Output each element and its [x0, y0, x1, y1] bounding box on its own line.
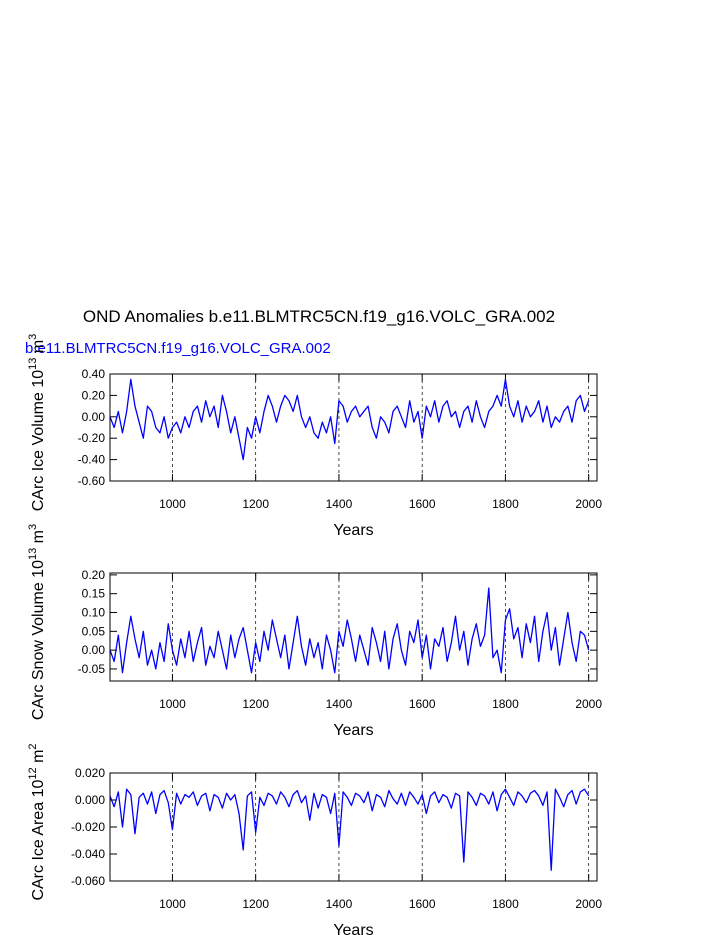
y-axis-label: CArc Ice Area 1012 m2 [27, 743, 47, 900]
chart-subtitle: b.e11.BLMTRC5CN.f19_g16.VOLC_GRA.002 [25, 340, 331, 357]
y-axis-label-text: CArc Ice Area 10 [30, 780, 47, 901]
x-tick-label: 1200 [242, 697, 269, 711]
y-axis-label-text: CArc Ice Volume 10 [30, 370, 47, 512]
y-tick-label: -0.020 [71, 820, 105, 834]
x-tick-label: 1000 [159, 697, 186, 711]
y-axis-label-exponent: 3 [27, 524, 39, 530]
y-tick-label: -0.60 [78, 474, 106, 488]
y-axis-label-text: m [30, 750, 47, 768]
x-tick-label: 1000 [159, 497, 186, 511]
y-axis-label-exponent: 13 [27, 358, 39, 370]
y-axis-label-text: m [30, 340, 47, 358]
x-tick-label: 1200 [242, 897, 269, 911]
x-tick-label: 1600 [409, 697, 436, 711]
x-tick-label: 1800 [492, 697, 519, 711]
y-axis-label: CArc Ice Volume 1013 m3 [27, 334, 47, 512]
y-tick-label: -0.040 [71, 847, 105, 861]
x-axis-label: Years [333, 522, 373, 539]
y-axis-label-exponent: 13 [27, 548, 39, 560]
y-tick-label: 0.000 [75, 793, 105, 807]
y-tick-label: 0.00 [82, 643, 106, 657]
y-tick-label: 0.10 [82, 606, 106, 620]
y-tick-label: 0.020 [75, 766, 105, 780]
y-axis-label-text: m [30, 530, 47, 548]
x-tick-label: 1400 [326, 897, 353, 911]
x-tick-label: 1800 [492, 497, 519, 511]
y-axis-label-exponent: 3 [27, 334, 39, 340]
data-line [109, 788, 590, 871]
x-tick-label: 1400 [326, 697, 353, 711]
y-axis-label-text: CArc Snow Volume 10 [30, 560, 47, 720]
y-tick-label: 0.00 [82, 410, 106, 424]
plot-frame [109, 373, 598, 482]
y-axis-label: CArc Snow Volume 1013 m3 [27, 524, 47, 720]
x-axis-label: Years [333, 922, 373, 935]
y-tick-label: 0.20 [82, 388, 106, 402]
y-tick-label: -0.20 [78, 431, 106, 445]
chart-title: OND Anomalies b.e11.BLMTRC5CN.f19_g16.VO… [83, 307, 555, 326]
y-tick-label: 0.15 [82, 587, 106, 601]
y-tick-label: 0.40 [82, 367, 106, 381]
data-line [109, 587, 590, 674]
x-tick-label: 1400 [326, 497, 353, 511]
y-tick-label: 0.20 [82, 568, 106, 582]
y-tick-label: -0.060 [71, 874, 105, 888]
x-tick-label: 1200 [242, 497, 269, 511]
plot-frame [109, 572, 598, 682]
x-tick-label: 1800 [492, 897, 519, 911]
x-axis-label: Years [333, 722, 373, 739]
y-axis-label-exponent: 2 [27, 743, 39, 749]
data-line [109, 378, 590, 461]
x-tick-label: 1600 [409, 497, 436, 511]
x-tick-label: 2000 [575, 697, 602, 711]
y-tick-label: -0.05 [78, 662, 106, 676]
x-tick-label: 1600 [409, 897, 436, 911]
y-tick-label: 0.05 [82, 624, 106, 638]
y-tick-label: -0.40 [78, 453, 106, 467]
x-tick-label: 2000 [575, 897, 602, 911]
y-axis-label-exponent: 12 [27, 767, 39, 779]
x-tick-label: 2000 [575, 497, 602, 511]
x-tick-label: 1000 [159, 897, 186, 911]
plot-frame [109, 772, 598, 882]
